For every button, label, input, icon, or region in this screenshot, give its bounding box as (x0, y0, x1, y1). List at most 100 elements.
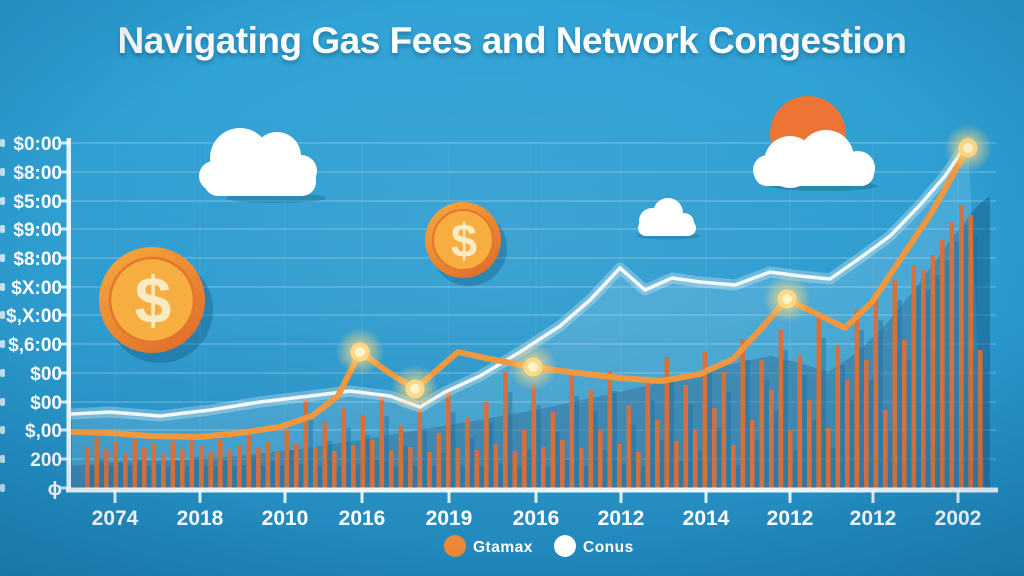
x-tick-label: 2074 (92, 507, 139, 530)
y-tick-label: $00 (30, 393, 62, 414)
bar (759, 360, 765, 488)
bar (303, 400, 309, 488)
bar (275, 452, 280, 488)
bar (256, 448, 261, 488)
bar (607, 371, 613, 488)
ghost-bar (146, 466, 152, 488)
ghost-bar (621, 464, 627, 488)
bar (636, 452, 641, 488)
bar (503, 372, 508, 488)
ghost-bar (232, 466, 237, 488)
ghost-bar (194, 457, 199, 488)
ghost-bar (403, 446, 408, 488)
ghost-bar (450, 412, 456, 488)
ghost-bar (773, 410, 779, 488)
bar (788, 430, 793, 488)
bar (617, 444, 622, 488)
ghost-bar (697, 450, 703, 488)
ghost-bar (963, 225, 969, 488)
edge-dash (0, 168, 5, 176)
bar (94, 438, 100, 488)
bar (949, 222, 955, 488)
bar (911, 265, 917, 488)
bar (579, 448, 584, 488)
ghost-bar (574, 396, 579, 488)
bar (113, 442, 119, 488)
bar (265, 441, 271, 488)
ghost-bar (811, 420, 817, 488)
ghost-bar (973, 235, 978, 488)
bar (978, 350, 983, 488)
y-tick-label: $,00 (25, 421, 62, 442)
ghost-bar (640, 466, 646, 488)
bar (826, 428, 831, 488)
ghost-bar (536, 405, 541, 488)
glow-point (763, 275, 811, 323)
ghost-bar (754, 440, 760, 488)
edge-dash (0, 225, 5, 233)
ghost-bar (165, 466, 171, 488)
bar (294, 444, 299, 488)
bar (835, 345, 841, 488)
ghost-bar (498, 464, 503, 488)
edge-dash (0, 311, 5, 319)
ghost-bar (925, 290, 931, 488)
ghost-bar (583, 466, 589, 488)
bar (132, 439, 138, 488)
y-tick-label: $X:00 (11, 278, 62, 299)
x-tick-label: 2016 (513, 507, 560, 530)
edge-dash (0, 139, 5, 147)
ghost-bar (935, 275, 940, 488)
ghost-bar (802, 375, 807, 488)
ghost-bar (650, 400, 655, 488)
bar (531, 385, 537, 488)
bar (151, 444, 157, 488)
ghost-bar (175, 461, 180, 488)
ghost-bar (279, 466, 285, 488)
bar (674, 441, 679, 488)
ghost-bar (840, 365, 845, 488)
bar (227, 450, 233, 488)
ghost-bar (336, 466, 342, 488)
bar (246, 436, 252, 488)
x-tick-label: 2016 (339, 507, 386, 530)
bar (940, 240, 945, 488)
bar (854, 310, 860, 488)
bar (341, 408, 347, 488)
ghost-bar (507, 392, 513, 488)
x-tick (113, 490, 117, 503)
bar (873, 300, 879, 488)
ghost-bar (688, 405, 693, 488)
edge-dash (0, 369, 5, 377)
ghost-bar (878, 320, 883, 488)
bar (778, 330, 784, 488)
ghost-bar (222, 460, 228, 488)
x-tick (788, 490, 792, 503)
bar (750, 420, 755, 488)
bar (408, 447, 413, 488)
ghost-bar (422, 429, 427, 488)
bar (123, 453, 128, 488)
ghost-bar (612, 391, 617, 488)
ghost-bar (365, 435, 370, 488)
bar (655, 420, 660, 488)
ghost-bar (270, 461, 275, 488)
ghost-bar (298, 464, 304, 488)
ghost-bar (469, 438, 475, 488)
bar (816, 318, 822, 488)
bar (797, 355, 803, 488)
bar (389, 450, 394, 488)
bar (322, 421, 328, 488)
y-tick-label: $0:00 (13, 134, 62, 155)
ghost-bar (99, 458, 104, 488)
y-tick-label: $,X:00 (6, 306, 62, 327)
bar (284, 430, 290, 488)
bar (313, 447, 318, 488)
ghost-bar (669, 377, 674, 488)
x-axis-line (66, 487, 998, 493)
bar (436, 433, 442, 488)
ghost-bar (393, 466, 399, 488)
bar (930, 255, 936, 488)
ghost-bar (849, 400, 855, 488)
